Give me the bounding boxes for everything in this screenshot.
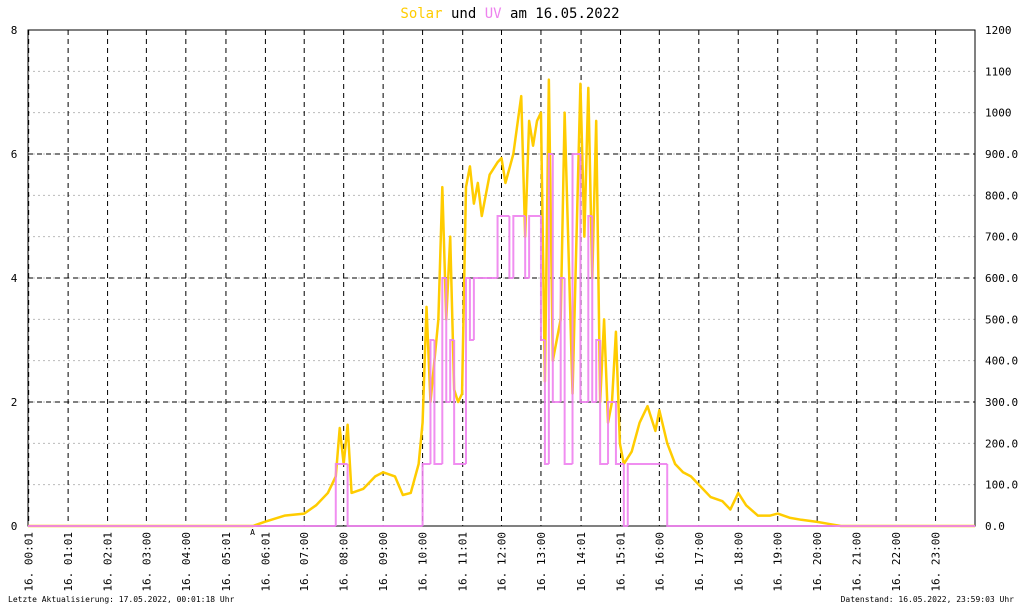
x-tick-label: 16. 06:01	[259, 532, 272, 592]
x-tick-label: 16. 09:00	[377, 532, 390, 592]
y2-tick-label: 1200	[985, 24, 1012, 37]
x-tick-label: 16. 10:00	[417, 532, 430, 592]
x-tick-label: 16. 22:00	[890, 532, 903, 592]
uv-step	[429, 339, 435, 464]
y2-tick-label: 100.0	[985, 479, 1018, 492]
uv-step	[512, 215, 526, 278]
y-tick-label: 4	[11, 272, 18, 285]
x-tick-label: 16. 08:00	[338, 532, 351, 592]
uv-step	[433, 340, 443, 465]
x-tick-label: 16. 14:01	[575, 532, 588, 592]
x-tick-label: 16. 11:01	[457, 532, 470, 592]
uv-step	[496, 215, 510, 278]
y2-tick-label: 300.0	[985, 396, 1018, 409]
uv-step	[607, 401, 616, 464]
uv-step	[599, 340, 609, 465]
uv-step	[468, 278, 474, 341]
y2-tick-label: 1100	[985, 65, 1012, 78]
x-tick-label: 16. 18:00	[732, 532, 745, 592]
uv-step	[666, 464, 975, 527]
y2-tick-label: 700.0	[985, 231, 1018, 244]
uv-step	[539, 216, 545, 341]
annotation: A	[250, 528, 255, 537]
uv-step	[587, 215, 593, 402]
x-tick-label: 16. 00:01	[23, 532, 36, 592]
uv-step	[524, 216, 530, 279]
x-tick-label: 16. 03:00	[140, 532, 153, 592]
uv-step	[453, 340, 466, 465]
uv-step	[508, 216, 514, 279]
x-tick-label: 16. 17:00	[693, 532, 706, 592]
uv-step	[441, 277, 447, 464]
title-suffix: am 16.05.2022	[510, 6, 620, 22]
plot-frame	[27, 29, 976, 527]
uv-step	[622, 464, 628, 527]
y2-tick-label: 800.0	[985, 189, 1018, 202]
y-tick-label: 0	[11, 520, 18, 533]
uv-step	[334, 463, 348, 526]
y2-tick-label: 400.0	[985, 355, 1018, 368]
x-tick-label: 16. 15:01	[615, 532, 628, 592]
x-tick-label: 16. 19:00	[772, 532, 785, 592]
uv-step	[421, 463, 431, 526]
uv-step	[614, 402, 624, 465]
uv-step	[579, 154, 589, 403]
title-uv: UV	[485, 6, 502, 22]
uv-step	[559, 277, 565, 402]
y-tick-label: 2	[11, 396, 18, 409]
footer-left: Letzte Aktualisierung: 17.05.2022, 00:01…	[8, 595, 235, 604]
uv-step	[346, 464, 423, 527]
x-tick-label: 16. 02:01	[102, 532, 115, 592]
uv-step	[472, 277, 498, 340]
uv-step	[595, 339, 601, 402]
x-tick-label: 16. 21:00	[851, 532, 864, 592]
uv-step	[551, 154, 561, 403]
x-tick-label: 16. 20:00	[811, 532, 824, 592]
uv-step	[563, 278, 573, 465]
y-tick-label: 6	[11, 148, 18, 161]
y2-tick-label: 1000	[985, 107, 1012, 120]
uv-step	[445, 278, 451, 403]
solar-line	[28, 78, 975, 528]
uv-step	[591, 216, 597, 403]
x-tick-label: 16. 01:01	[62, 532, 75, 592]
x-tick-label: 16. 12:00	[496, 532, 509, 592]
x-tick-label: 16. 16:00	[653, 532, 666, 592]
title-connector: und	[451, 6, 476, 22]
uv-step	[464, 277, 470, 464]
uv-step	[543, 340, 549, 465]
y2-tick-label: 600.0	[985, 272, 1018, 285]
x-tick-label: 16. 13:00	[535, 532, 548, 592]
chart-title: Solar und UV am 16.05.2022	[400, 6, 619, 22]
x-tick-label: 16. 07:00	[298, 532, 311, 592]
uv-step	[547, 153, 553, 464]
uv-step	[528, 215, 541, 278]
uv-step	[626, 463, 668, 526]
uv-step	[449, 339, 455, 402]
y2-tick-label: 900.0	[985, 148, 1018, 161]
x-tick-label: 16. 23:00	[930, 532, 943, 592]
y2-tick-label: 200.0	[985, 437, 1018, 450]
y2-tick-label: 0.0	[985, 520, 1005, 533]
title-solar: Solar	[400, 6, 442, 22]
x-tick-label: 16. 05:01	[220, 532, 233, 592]
x-tick-label: 16. 04:00	[180, 532, 193, 592]
footer-right: Datenstand: 16.05.2022, 23:59:03 Uhr	[841, 595, 1015, 604]
uv-step	[571, 153, 581, 464]
y2-tick-label: 500.0	[985, 313, 1018, 326]
y-tick-label: 8	[11, 24, 18, 37]
